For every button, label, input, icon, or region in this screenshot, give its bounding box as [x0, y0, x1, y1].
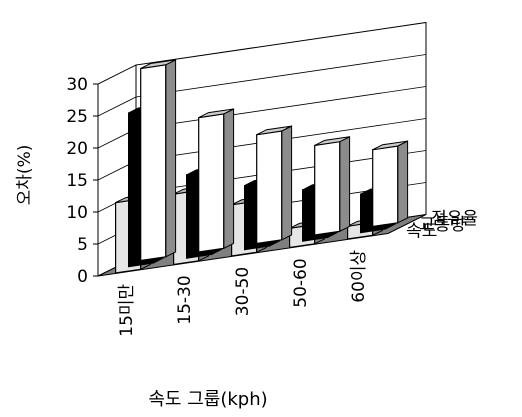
bar-side	[397, 140, 409, 224]
x-tick-label: 50-60	[291, 258, 311, 307]
bar-side	[165, 59, 177, 258]
y-tick-label: 0	[77, 267, 88, 287]
series-label: 속도	[406, 221, 437, 241]
y-tick-label: 25	[66, 107, 88, 127]
bar-점유율-15-30	[198, 108, 235, 253]
x-tick-label: 30-50	[233, 267, 253, 316]
bar-top	[198, 108, 234, 119]
series-label: 점유율	[431, 209, 478, 229]
y-axis-label: 오차(%)	[15, 145, 35, 206]
y-tick-label: 10	[66, 203, 88, 223]
bar-점유율-15미만	[140, 59, 177, 262]
bar-front	[140, 64, 167, 262]
bar-side	[223, 108, 235, 250]
y-tick-label: 20	[66, 139, 88, 159]
bar-점유율-30-50	[256, 125, 293, 245]
bar-front	[314, 141, 341, 236]
y-axis-ticks: 0 5 10 15 20 25 30	[66, 75, 98, 287]
bar-side	[281, 125, 293, 241]
x-axis-label: 속도 그룹(kph)	[148, 389, 267, 410]
bar-점유율-60이상	[372, 140, 409, 228]
series-label: 교통량	[419, 215, 466, 235]
bar-front	[256, 130, 283, 245]
y-tick-label: 5	[77, 235, 88, 255]
bar-side	[339, 135, 351, 233]
bar-front	[372, 145, 399, 228]
x-tick-label: 60이상	[349, 249, 369, 302]
y-tick-label: 30	[66, 75, 88, 95]
bars	[114, 59, 409, 274]
gridline	[97, 54, 427, 117]
y-tick-label: 15	[66, 171, 88, 191]
bar-front	[198, 113, 225, 253]
x-axis-ticks: 15미만 15-30 30-50 50-60 60이상	[117, 249, 369, 336]
bar-top	[256, 125, 292, 136]
bar-top	[372, 140, 408, 151]
x-tick-label: 15미만	[117, 283, 137, 336]
bar-점유율-50-60	[314, 135, 351, 236]
bar-top	[140, 59, 176, 69]
x-tick-label: 15-30	[175, 275, 195, 324]
bar-top	[314, 136, 350, 146]
